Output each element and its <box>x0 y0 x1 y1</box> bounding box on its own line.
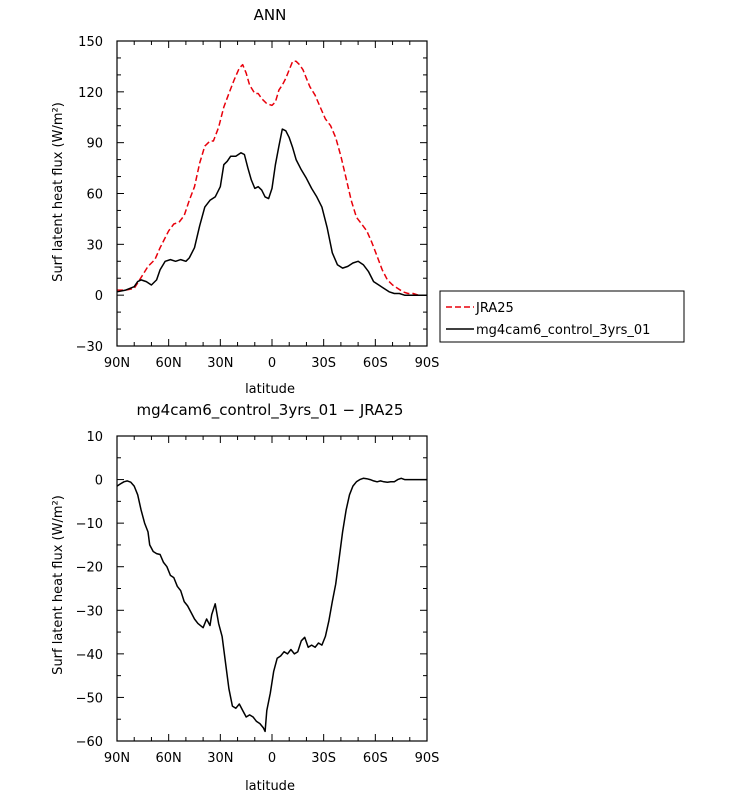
legend-label-jra25: JRA25 <box>475 301 514 316</box>
bottom-x-tick-label: 0 <box>268 751 276 766</box>
bottom-y-tick-label: −60 <box>76 735 103 750</box>
bottom-y-axis-label: Surf latent heat flux (W/m²) <box>51 495 66 675</box>
top-y-axis-label: Surf latent heat flux (W/m²) <box>51 102 66 282</box>
top-plot-frame <box>116 40 428 347</box>
bottom-x-axis-label: latitude <box>245 779 295 794</box>
top-x-ticks: 90N 60N 30N 0 30S 60S 90S <box>104 41 440 371</box>
top-x-axis-label: latitude <box>245 382 295 397</box>
top-y-tick-label: −30 <box>76 340 103 355</box>
bottom-y-tick-label: −30 <box>76 604 103 619</box>
top-y-tick-label: 90 <box>86 137 103 152</box>
bottom-y-tick-label: 10 <box>86 430 103 445</box>
bottom-x-tick-label: 90S <box>415 751 440 766</box>
top-x-tick-label: 60S <box>363 356 388 371</box>
bottom-y-tick-label: 0 <box>95 474 103 489</box>
top-series-line-mg4cam6-control-3yrs-01 <box>116 128 427 296</box>
bottom-y-tick-label: −20 <box>76 561 103 576</box>
bottom-plot-frame <box>116 435 428 742</box>
top-x-tick-label: 30S <box>311 356 336 371</box>
top-x-tick-label: 90S <box>415 356 440 371</box>
legend-label-model: mg4cam6_control_3yrs_01 <box>476 323 650 338</box>
top-chart-title: ANN <box>254 6 287 24</box>
bottom-y-tick-label: −40 <box>76 648 103 663</box>
top-x-tick-label: 30N <box>207 356 233 371</box>
bottom-x-ticks: 90N 60N 30N 0 30S 60S 90S <box>104 436 440 766</box>
bottom-x-tick-label: 60N <box>156 751 182 766</box>
top-series-lines <box>116 60 427 296</box>
top-x-tick-label: 90N <box>104 356 130 371</box>
top-x-tick-label: 60N <box>156 356 182 371</box>
top-y-tick-label: 0 <box>95 289 103 304</box>
bottom-x-tick-label: 30N <box>207 751 233 766</box>
bottom-y-tick-label: −50 <box>76 691 103 706</box>
bottom-series-line-difference <box>116 477 427 733</box>
top-y-tick-label: 30 <box>86 238 103 253</box>
top-y-tick-label: 60 <box>86 188 103 203</box>
top-series-line-jra25 <box>117 60 427 296</box>
bottom-y-tick-label: −10 <box>76 517 103 532</box>
bottom-panel: mg4cam6_control_3yrs_01 − JRA25 Surf lat… <box>51 401 439 794</box>
top-y-tick-label: 150 <box>78 35 103 50</box>
top-x-tick-label: 0 <box>268 356 276 371</box>
bottom-x-tick-label: 30S <box>311 751 336 766</box>
legend: JRA25 mg4cam6_control_3yrs_01 <box>439 290 685 343</box>
bottom-series-lines <box>116 477 427 733</box>
legend-box <box>439 290 685 343</box>
top-panel: ANN Surf latent heat flux (W/m²) latitud… <box>51 6 439 397</box>
bottom-x-tick-label: 60S <box>363 751 388 766</box>
bottom-y-ticks: −60 −50 −40 −30 −20 −10 0 10 <box>76 430 427 750</box>
bottom-chart-title: mg4cam6_control_3yrs_01 − JRA25 <box>137 401 404 420</box>
top-y-tick-label: 120 <box>78 86 103 101</box>
top-y-ticks: −30 0 30 60 90 120 150 <box>76 35 427 355</box>
bottom-x-tick-label: 90N <box>104 751 130 766</box>
